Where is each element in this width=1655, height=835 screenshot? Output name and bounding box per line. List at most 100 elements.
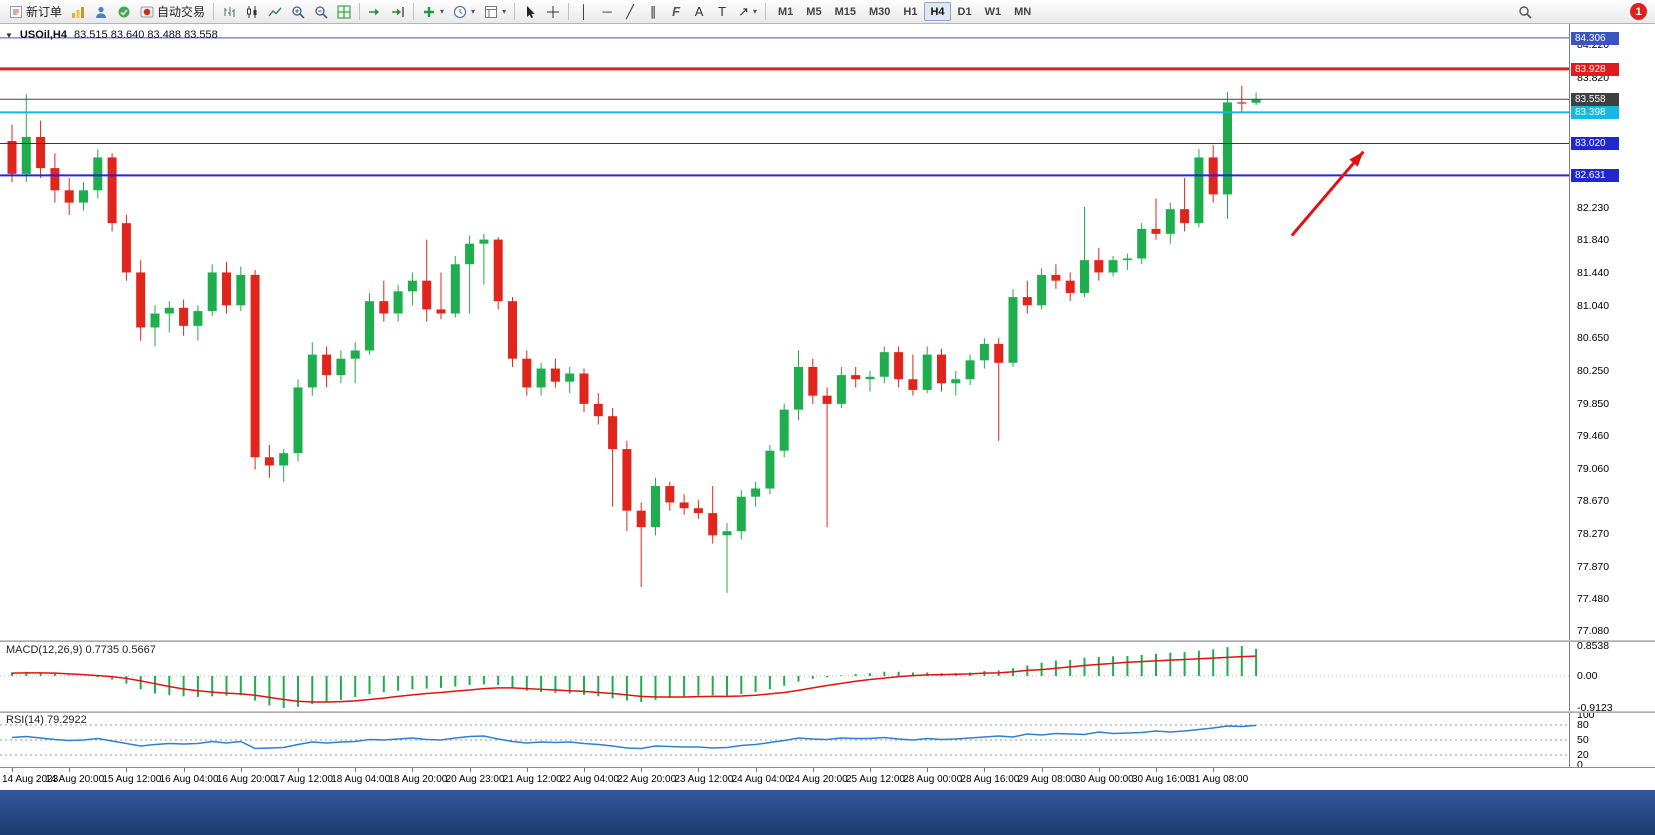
price-axis-label: 78.670 xyxy=(1577,494,1610,507)
timeframe-button-m5[interactable]: M5 xyxy=(806,5,822,18)
panel-divider[interactable] xyxy=(0,711,1655,713)
time-axis-tick xyxy=(412,768,414,772)
price-line-badge: 84.306 xyxy=(1571,31,1619,45)
new-order-icon xyxy=(10,5,22,18)
price-axis-label: 79.850 xyxy=(1577,397,1610,410)
tile-windows-icon xyxy=(337,5,351,18)
candlestick-button[interactable] xyxy=(241,2,263,22)
clock-icon xyxy=(454,5,467,18)
zoom-out-button[interactable] xyxy=(310,2,332,22)
text-label-button[interactable]: T xyxy=(711,2,733,22)
search-icon xyxy=(1519,5,1532,19)
channel-icon: ∥ xyxy=(649,3,657,19)
price-line-badge: 83.020 xyxy=(1571,137,1619,151)
timeframe-button-m30[interactable]: M30 xyxy=(868,5,891,18)
cursor-icon xyxy=(527,5,535,18)
timeframe-button-h1[interactable]: H1 xyxy=(903,5,918,18)
terminal-button[interactable] xyxy=(113,2,135,22)
market-watch-button[interactable] xyxy=(67,2,89,22)
price-chart-canvas[interactable] xyxy=(0,24,1569,640)
time-axis-label: 21 Aug 12:00 xyxy=(502,774,562,785)
price-axis-label: 78.270 xyxy=(1577,527,1610,540)
macd-panel[interactable] xyxy=(0,642,1569,711)
autotrading-icon xyxy=(140,6,154,17)
time-axis-label: 22 Aug 04:00 xyxy=(560,774,619,785)
time-axis-tick xyxy=(69,768,71,772)
ohlc-collapse-icon[interactable]: ▼ xyxy=(5,30,13,40)
arrows-tool-button[interactable]: ↗ ▾ xyxy=(734,2,761,22)
time-axis-label: 31 Aug 08:00 xyxy=(1189,774,1249,785)
autotrading-button[interactable]: 自动交易 xyxy=(136,2,209,22)
channel-button[interactable]: ∥ xyxy=(642,2,664,22)
chart-shift-button[interactable] xyxy=(387,2,409,22)
trendline-button[interactable]: ╱ xyxy=(619,2,641,22)
price-line-badge: 83.558 xyxy=(1571,93,1619,107)
time-axis-label: 25 Aug 12:00 xyxy=(846,774,905,785)
timeframe-button-d1[interactable]: D1 xyxy=(957,5,972,18)
price-axis-label: 81.040 xyxy=(1577,300,1610,313)
auto-scroll-icon xyxy=(369,8,380,15)
price-scale[interactable]: 84.220 83.820 82.230 81.840 81.440 81.040 80.6… xyxy=(1569,24,1655,771)
panel-divider[interactable] xyxy=(0,640,1655,642)
candlestick-icon xyxy=(247,5,257,18)
time-axis-tick xyxy=(126,768,128,772)
price-axis-label: 77.870 xyxy=(1577,560,1610,573)
time-axis-tick xyxy=(469,768,471,772)
bar-chart-icon xyxy=(224,6,235,17)
macd-axis-label: 0.00 xyxy=(1577,669,1598,682)
fibonacci-button[interactable]: F xyxy=(665,2,687,22)
periods-button[interactable]: ▾ xyxy=(449,2,479,22)
notification-count: 1 xyxy=(1635,5,1642,18)
rsi-panel[interactable] xyxy=(0,713,1569,767)
crosshair-button[interactable] xyxy=(542,2,564,22)
price-axis-label: 77.480 xyxy=(1577,592,1610,605)
time-axis-tick xyxy=(526,768,528,772)
toolbar-separator xyxy=(413,3,415,20)
time-axis-label: 24 Aug 04:00 xyxy=(731,774,791,785)
time-axis-label: 23 Aug 12:00 xyxy=(674,774,734,785)
macd-label-text: MACD(12,26,9) 0.7735 0.5667 xyxy=(6,644,156,656)
price-axis-label: 80.250 xyxy=(1577,365,1610,378)
indicators-button[interactable]: ▾ xyxy=(418,2,448,22)
horizontal-line-icon: ─ xyxy=(602,3,612,19)
auto-scroll-button[interactable] xyxy=(364,2,386,22)
time-axis-label: 28 Aug 00:00 xyxy=(903,774,963,785)
timeframe-button-mn[interactable]: MN xyxy=(1014,5,1032,18)
time-axis-label: 18 Aug 04:00 xyxy=(331,774,391,785)
time-axis-tick xyxy=(698,768,700,772)
time-axis-label: 15 Aug 12:00 xyxy=(102,774,162,785)
bar-chart-button[interactable] xyxy=(218,2,240,22)
text-tool-button[interactable]: A xyxy=(688,2,710,22)
notification-badge[interactable]: 1 xyxy=(1630,3,1647,20)
timeframe-button-m15[interactable]: M15 xyxy=(834,5,856,18)
price-axis-label: 79.060 xyxy=(1577,462,1610,475)
horizontal-line-button[interactable]: ─ xyxy=(596,2,618,22)
arrow-tool-icon: ↗ xyxy=(738,3,749,19)
time-axis[interactable]: 14 Aug 2023 14 Aug 20:00 15 Aug 12:00 16 Au… xyxy=(0,767,1655,790)
time-axis-label: 28 Aug 16:00 xyxy=(960,774,1020,785)
cursor-button[interactable] xyxy=(519,2,541,22)
vertical-line-button[interactable]: │ xyxy=(573,2,595,22)
line-chart-button[interactable] xyxy=(264,2,286,22)
terminal-icon xyxy=(118,6,130,17)
zoom-in-button[interactable] xyxy=(287,2,309,22)
profile-button[interactable] xyxy=(90,2,112,22)
chart-shift-icon xyxy=(392,6,404,17)
templates-button[interactable]: ▾ xyxy=(480,2,510,22)
time-axis-tick xyxy=(1156,768,1157,772)
timeframe-button-h4[interactable]: H4 xyxy=(924,2,951,21)
tile-windows-button[interactable] xyxy=(333,2,355,22)
dropdown-caret-icon: ▾ xyxy=(752,7,757,16)
profile-icon xyxy=(96,6,107,18)
time-axis-label: 17 Aug 12:00 xyxy=(274,774,333,785)
search-button[interactable] xyxy=(1514,2,1536,22)
timeframe-button-m1[interactable]: M1 xyxy=(778,5,794,18)
new-order-button[interactable]: 新订单 xyxy=(5,2,66,22)
bottom-strip xyxy=(0,790,1655,835)
fibonacci-icon: F xyxy=(672,3,681,19)
vertical-line-icon: │ xyxy=(580,3,589,19)
time-axis-label: 16 Aug 20:00 xyxy=(216,774,276,785)
rsi-axis-label: 80 xyxy=(1577,719,1589,731)
timeframe-button-w1[interactable]: W1 xyxy=(984,5,1002,18)
